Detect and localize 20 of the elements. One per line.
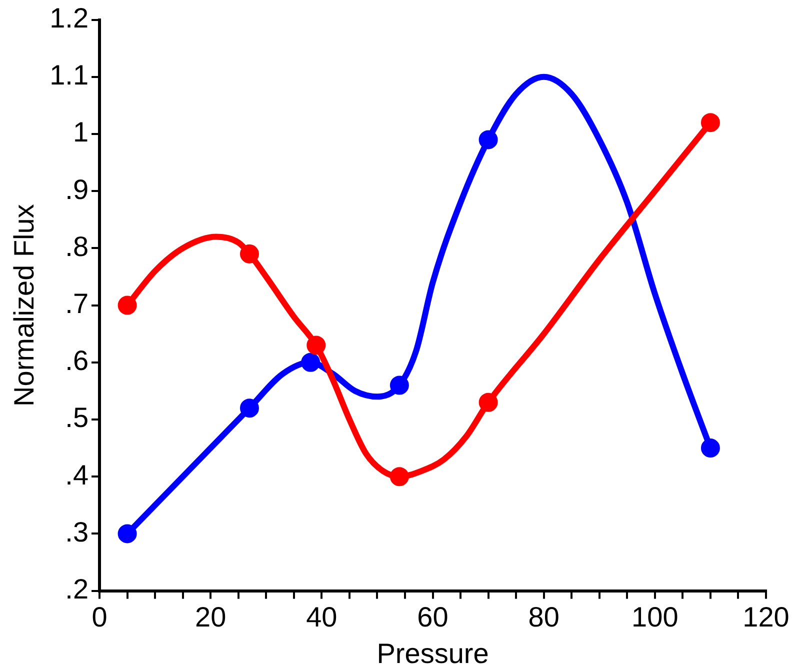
- y-tick-label: .2: [65, 574, 89, 605]
- x-tick-label: 60: [417, 601, 448, 632]
- y-tick-label: .6: [65, 345, 89, 376]
- x-tick-label: 120: [742, 601, 790, 632]
- y-tick-label: .4: [65, 459, 89, 490]
- y-tick-label: .7: [65, 288, 89, 320]
- y-tick-label: .8: [65, 230, 89, 262]
- y-tick-label: 1.2: [50, 2, 89, 34]
- x-tick-label: 100: [632, 601, 678, 632]
- y-axis-title: Normalized Flux: [8, 204, 40, 406]
- y-tick-label: .3: [65, 516, 89, 548]
- x-tick-label: 20: [195, 601, 226, 632]
- y-tick-label: 1: [72, 116, 89, 148]
- x-tick-label: 0: [92, 601, 108, 632]
- y-tick-label: .9: [65, 174, 89, 205]
- x-axis-title: Pressure: [376, 638, 489, 669]
- x-tick-label: 80: [528, 601, 560, 632]
- y-tick-label: 1.1: [50, 60, 89, 91]
- x-tick-label: 40: [306, 601, 338, 632]
- y-tick-label: .5: [65, 402, 89, 434]
